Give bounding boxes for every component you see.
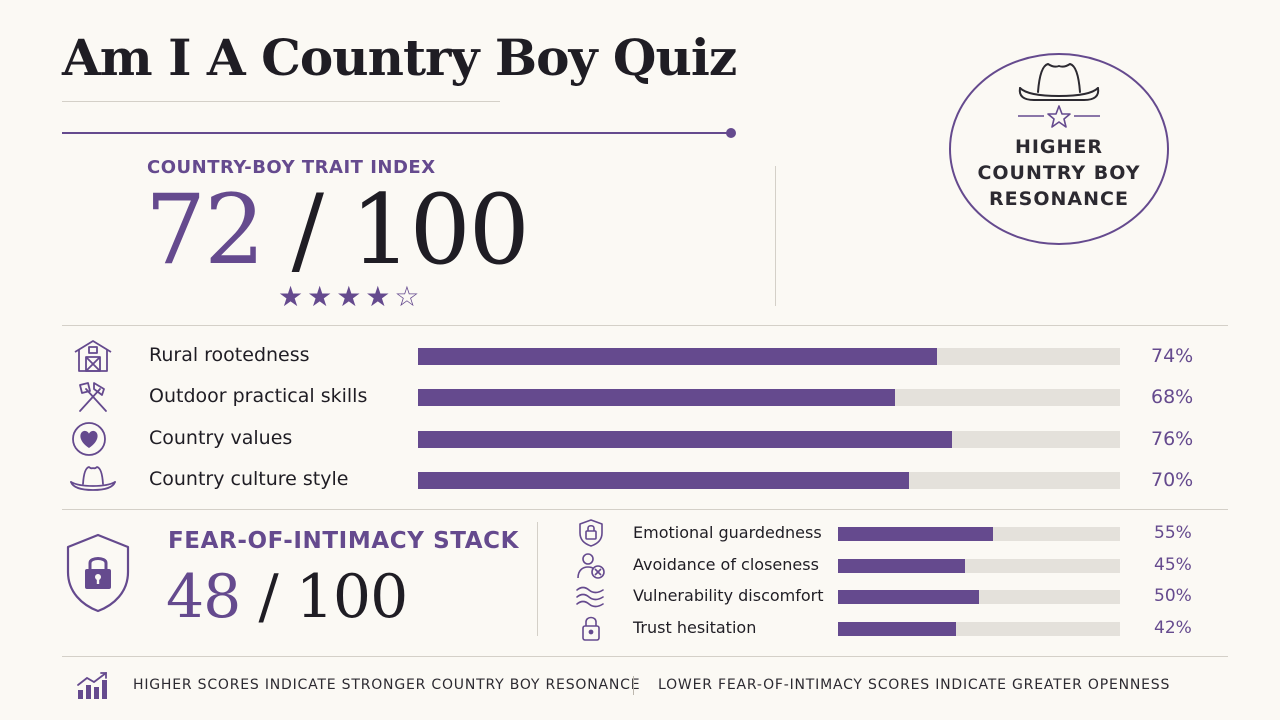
fear-item-name: Avoidance of closeness bbox=[633, 555, 819, 574]
badge-ring bbox=[949, 53, 1169, 245]
page-title: Am I A Country Boy Quiz bbox=[62, 28, 737, 87]
fear-bar-track bbox=[838, 590, 1120, 604]
person-blocked-icon bbox=[577, 553, 605, 579]
trait-bar-fill bbox=[418, 389, 896, 406]
trait-row: Rural rootedness 74% bbox=[68, 338, 1208, 374]
trait-bar-fill bbox=[418, 348, 938, 365]
trait-index-score-max: / 100 bbox=[291, 174, 530, 286]
footer-note-left: HIGHER SCORES INDICATE STRONGER COUNTRY … bbox=[133, 677, 641, 693]
accent-divider-dot bbox=[726, 128, 736, 138]
fear-item-row: Avoidance of closeness 45% bbox=[572, 551, 1212, 579]
trait-name: Rural rootedness bbox=[149, 344, 310, 366]
star-icon bbox=[1047, 105, 1071, 128]
fear-stack-score: 48 / 100 bbox=[166, 560, 408, 634]
fear-item-name: Vulnerability discomfort bbox=[633, 586, 824, 605]
section-divider bbox=[62, 656, 1228, 657]
trait-bar-track bbox=[418, 389, 1120, 406]
fear-item-percent: 42% bbox=[1154, 618, 1192, 638]
fear-item-percent: 50% bbox=[1154, 586, 1192, 606]
trait-row: Country values 76% bbox=[68, 421, 1208, 457]
fear-item-percent: 55% bbox=[1154, 523, 1192, 543]
trait-row: Country culture style 70% bbox=[68, 462, 1208, 498]
vertical-divider bbox=[537, 522, 538, 636]
trait-name: Country culture style bbox=[149, 468, 349, 490]
star-rating: ★★★★☆ bbox=[278, 280, 424, 313]
accent-divider bbox=[62, 132, 732, 134]
bar-chart-trend-icon bbox=[77, 672, 107, 699]
padlock-icon bbox=[582, 616, 600, 641]
barn-icon bbox=[74, 340, 112, 372]
waves-icon bbox=[576, 586, 604, 608]
fear-bar-fill bbox=[838, 622, 957, 636]
fear-bar-track bbox=[838, 527, 1120, 541]
heart-icon bbox=[72, 422, 106, 456]
fear-stack-score-value: 48 bbox=[166, 562, 241, 632]
vertical-divider bbox=[775, 166, 776, 306]
crossed-tools-icon bbox=[79, 382, 107, 412]
fear-item-row: Emotional guardedness 55% bbox=[572, 519, 1212, 547]
trait-bar-track bbox=[418, 431, 1120, 448]
section-divider bbox=[62, 509, 1228, 510]
trait-index-score-value: 72 bbox=[145, 174, 265, 286]
footer-note-right: LOWER FEAR-OF-INTIMACY SCORES INDICATE G… bbox=[658, 677, 1171, 693]
badge-line: HIGHER bbox=[1014, 136, 1104, 158]
trait-row: Outdoor practical skills 68% bbox=[68, 379, 1208, 415]
fear-item-name: Trust hesitation bbox=[633, 618, 757, 637]
badge-line: RESONANCE bbox=[989, 188, 1129, 210]
fear-bar-fill bbox=[838, 527, 994, 541]
trait-index-label: COUNTRY-BOY TRAIT INDEX bbox=[147, 157, 436, 178]
cowboy-hat-icon bbox=[1018, 63, 1100, 101]
fear-item-row: Trust hesitation 42% bbox=[572, 614, 1212, 642]
title-divider bbox=[62, 101, 500, 102]
fear-bar-fill bbox=[838, 559, 965, 573]
trait-name: Country values bbox=[149, 427, 293, 449]
fear-stack-label: FEAR-OF-INTIMACY STACK bbox=[168, 528, 520, 554]
fear-bar-track bbox=[838, 622, 1120, 636]
fear-bar-track bbox=[838, 559, 1120, 573]
section-divider bbox=[62, 325, 1228, 326]
cowboy-hat-icon bbox=[70, 466, 116, 491]
fear-stack-score-max: / 100 bbox=[258, 562, 408, 632]
resonance-badge: HIGHER COUNTRY BOY RESONANCE bbox=[948, 52, 1170, 246]
trait-percent: 76% bbox=[1151, 428, 1194, 450]
trait-bar-fill bbox=[418, 472, 910, 489]
badge-line: COUNTRY BOY bbox=[977, 162, 1141, 184]
trait-bar-track bbox=[418, 348, 1120, 365]
shield-lock-icon bbox=[66, 533, 130, 613]
trait-index-score: 72 / 100 bbox=[145, 180, 530, 280]
footer-divider bbox=[633, 676, 634, 695]
trait-percent: 68% bbox=[1151, 386, 1194, 408]
trait-percent: 70% bbox=[1151, 469, 1194, 491]
fear-item-percent: 45% bbox=[1154, 555, 1192, 575]
fear-item-name: Emotional guardedness bbox=[633, 523, 822, 542]
fear-bar-fill bbox=[838, 590, 979, 604]
badge-text: HIGHER COUNTRY BOY RESONANCE bbox=[948, 134, 1170, 212]
trait-percent: 74% bbox=[1151, 345, 1194, 367]
fear-item-row: Vulnerability discomfort 50% bbox=[572, 582, 1212, 610]
trait-bar-track bbox=[418, 472, 1120, 489]
shield-lock-icon bbox=[579, 519, 603, 547]
trait-bar-fill bbox=[418, 431, 952, 448]
trait-name: Outdoor practical skills bbox=[149, 385, 368, 407]
